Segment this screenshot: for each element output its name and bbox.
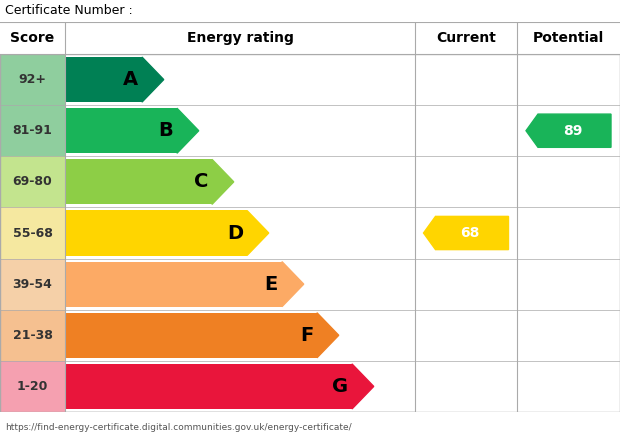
Polygon shape xyxy=(352,364,374,409)
Bar xyxy=(0,259,65,310)
Text: 21-38: 21-38 xyxy=(12,329,53,342)
Text: 89: 89 xyxy=(563,124,582,138)
Text: 39-54: 39-54 xyxy=(12,278,53,291)
Text: Certificate Number :: Certificate Number : xyxy=(5,4,133,18)
Bar xyxy=(517,207,620,259)
Text: 69-80: 69-80 xyxy=(12,176,52,188)
Bar xyxy=(0,156,65,207)
Text: 1-20: 1-20 xyxy=(17,380,48,393)
Text: Energy rating: Energy rating xyxy=(187,31,293,45)
Bar xyxy=(65,313,317,358)
Bar xyxy=(0,105,65,156)
Polygon shape xyxy=(526,114,611,147)
Bar xyxy=(415,207,517,259)
Polygon shape xyxy=(317,313,339,358)
Bar xyxy=(415,361,517,412)
Bar xyxy=(517,105,620,156)
Text: 81-91: 81-91 xyxy=(12,124,53,137)
Text: C: C xyxy=(193,172,208,191)
Polygon shape xyxy=(282,262,304,307)
Bar xyxy=(0,361,65,412)
Text: https://find-energy-certificate.digital.communities.gov.uk/energy-certificate/: https://find-energy-certificate.digital.… xyxy=(5,423,352,432)
Bar xyxy=(517,156,620,207)
Polygon shape xyxy=(142,57,164,102)
Bar xyxy=(415,156,517,207)
Bar xyxy=(0,310,65,361)
Bar xyxy=(517,310,620,361)
Bar xyxy=(517,259,620,310)
Polygon shape xyxy=(212,159,234,204)
Text: Score: Score xyxy=(11,31,55,45)
Bar xyxy=(0,207,65,259)
Text: Current: Current xyxy=(436,31,496,45)
Bar xyxy=(415,310,517,361)
Bar xyxy=(65,210,247,256)
Bar xyxy=(65,364,352,409)
Polygon shape xyxy=(177,108,199,153)
Bar xyxy=(415,259,517,310)
Text: D: D xyxy=(227,224,243,242)
Bar xyxy=(517,361,620,412)
Polygon shape xyxy=(423,216,508,249)
Text: 68: 68 xyxy=(460,226,480,240)
Text: G: G xyxy=(332,377,348,396)
Text: F: F xyxy=(299,326,313,345)
Text: 55-68: 55-68 xyxy=(12,227,53,239)
Bar xyxy=(65,262,282,307)
Text: 92+: 92+ xyxy=(19,73,46,86)
Bar xyxy=(415,105,517,156)
Text: B: B xyxy=(158,121,173,140)
Text: Potential: Potential xyxy=(533,31,604,45)
Bar xyxy=(65,108,177,153)
Polygon shape xyxy=(247,210,268,256)
Text: E: E xyxy=(265,275,278,293)
Bar xyxy=(0,54,65,105)
Bar xyxy=(65,159,212,204)
Bar xyxy=(415,54,517,105)
Text: A: A xyxy=(123,70,138,89)
Bar xyxy=(65,57,142,102)
Bar xyxy=(517,54,620,105)
